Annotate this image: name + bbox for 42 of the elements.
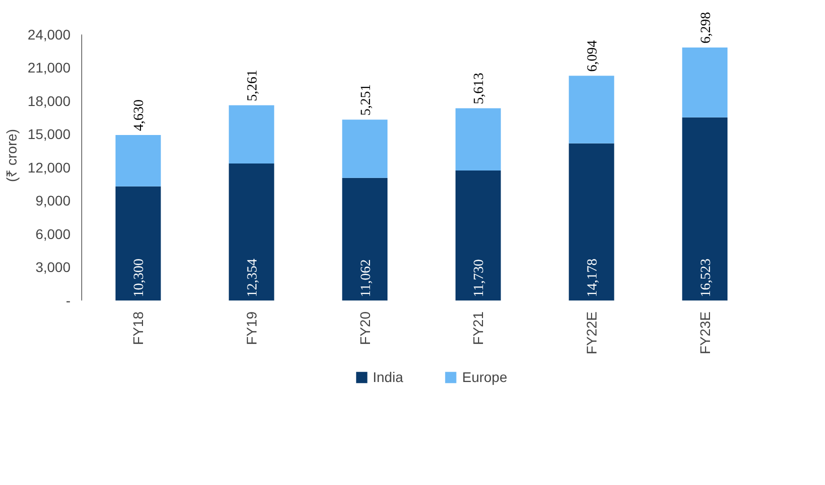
bar <box>116 134 161 186</box>
data-label: 16,523 <box>698 258 714 298</box>
y-tick-label: - <box>66 292 71 308</box>
legend-label: India <box>372 369 404 385</box>
y-tick-label: 21,000 <box>28 60 71 76</box>
x-tick-label: FY21 <box>470 311 486 345</box>
bar <box>228 164 274 300</box>
x-tick-label: FY20 <box>356 311 373 345</box>
data-label: 4,630 <box>132 100 148 131</box>
x-tick-label: FY19 <box>244 311 260 345</box>
data-label: 5,251 <box>358 84 374 116</box>
data-label: 14,178 <box>586 258 600 298</box>
data-label: 10,300 <box>132 258 148 298</box>
data-label: 6,298 <box>698 12 714 44</box>
bar <box>116 186 161 300</box>
y-tick-label: 12,000 <box>28 159 71 176</box>
legend-label: Europe <box>462 369 508 385</box>
y-tick-label: 18,000 <box>28 92 71 109</box>
y-axis-title: (₹ crore) <box>4 128 20 182</box>
bar <box>682 117 728 300</box>
bar <box>342 178 388 300</box>
bar <box>342 120 388 178</box>
bar <box>682 48 728 118</box>
x-tick-label: FY22E <box>584 311 600 354</box>
x-tick-label: FY23E <box>696 311 713 354</box>
y-tick-label: 15,000 <box>28 126 71 142</box>
y-tick-label: 9,000 <box>35 192 71 209</box>
data-label: 6,094 <box>586 40 600 72</box>
y-tick-label: 6,000 <box>35 226 71 242</box>
bar <box>568 76 614 144</box>
data-label: 11,730 <box>472 259 488 298</box>
bar <box>568 143 614 300</box>
y-tick-label: 3,000 <box>35 259 71 276</box>
data-label: 5,613 <box>472 72 488 104</box>
bar <box>228 105 274 164</box>
data-label: 12,354 <box>246 258 260 298</box>
x-tick-label: FY18 <box>130 311 146 345</box>
bar <box>456 170 501 300</box>
bar <box>456 108 501 170</box>
data-label: 5,261 <box>246 70 260 102</box>
y-tick-label: 24,000 <box>28 26 71 42</box>
data-label: 11,062 <box>358 259 374 298</box>
